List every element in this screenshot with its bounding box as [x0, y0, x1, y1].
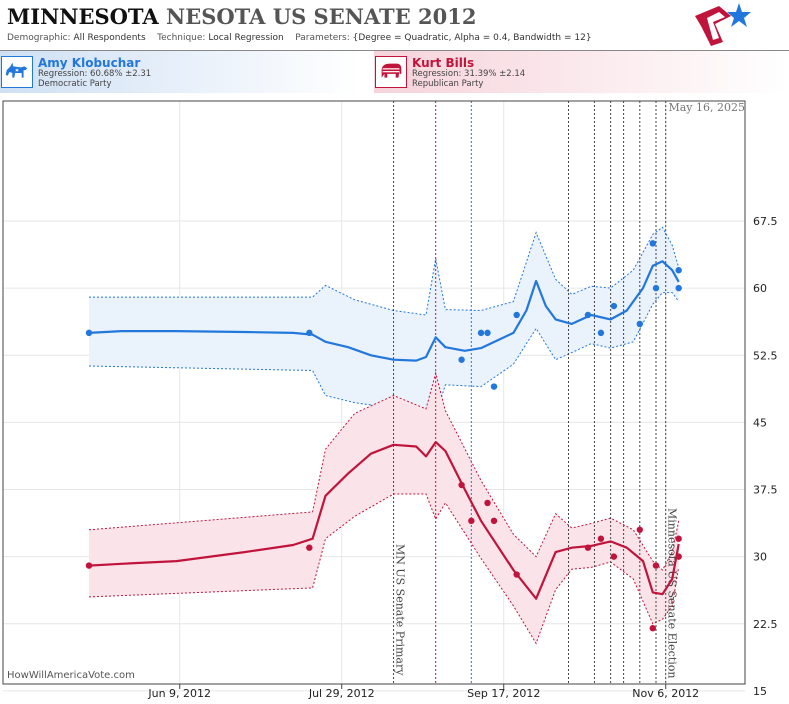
parameters-value: {Degree = Quadratic, Alpha = 0.4, Bandwi…: [352, 33, 592, 43]
candidate-dem-regression: Regression: 60.68% ±2.31: [38, 69, 152, 79]
candidate-dem-name: Amy Klobuchar: [38, 56, 141, 70]
demographic-value: All Respondents: [73, 33, 146, 43]
y-tick-label: 22.5: [753, 618, 778, 631]
event-lines: MN US Senate Primary Minnesota US Senate …: [393, 101, 679, 684]
plot-frame: [2, 100, 746, 685]
demographic-label: Demographic:: [7, 33, 71, 43]
rep-poll-point[interactable]: [458, 481, 465, 489]
rep-poll-point[interactable]: [306, 544, 313, 551]
rep-poll-point[interactable]: [468, 517, 475, 525]
dem-confidence-band: [89, 227, 679, 416]
rep-poll-point[interactable]: [610, 553, 618, 560]
dem-poll-point[interactable]: [513, 311, 520, 319]
rep-poll-point[interactable]: [597, 535, 605, 542]
dem-poll-point[interactable]: [484, 329, 491, 337]
dem-poll-point[interactable]: [675, 284, 682, 292]
donkey-icon: [1, 56, 33, 88]
rep-poll-point[interactable]: [484, 499, 491, 507]
title-main: MINNESOTA: [7, 4, 159, 29]
rep-trend-line: [88, 441, 680, 600]
poll-points: [85, 240, 682, 632]
chart-axes: Jun 9, 2012 Jul 29, 2012 Sep 17, 2012 Nov 6…: [2, 100, 778, 700]
dem-poll-point[interactable]: [649, 240, 656, 247]
event-label: MN US Senate Primary: [394, 544, 407, 676]
dem-poll-point[interactable]: [458, 356, 465, 363]
rep-poll-point[interactable]: [584, 544, 592, 551]
rep-poll-point[interactable]: [652, 562, 660, 569]
x-tick-label: Jul 29, 2012: [308, 687, 375, 700]
title-sub: NESOTA US SENATE 2012: [166, 4, 477, 29]
dem-poll-point[interactable]: [610, 302, 618, 310]
x-tick-label: Sep 17, 2012: [467, 687, 540, 700]
chart-date: May 16, 2025: [668, 101, 745, 114]
y-tick-label: 30: [753, 551, 767, 564]
technique-label: Technique:: [157, 33, 206, 43]
rep-poll-point[interactable]: [675, 553, 682, 560]
elephant-icon: [375, 56, 407, 88]
dem-lower-bound: [88, 292, 680, 416]
rep-poll-point[interactable]: [490, 517, 498, 525]
dem-poll-point[interactable]: [584, 311, 592, 319]
y-tick-label: 15: [753, 685, 767, 698]
candidate-dem[interactable]: Amy Klobuchar Regression: 60.68% ±2.31 D…: [0, 51, 360, 93]
chart: MN US Senate Primary Minnesota US Senate …: [0, 94, 789, 704]
candidate-dem-party: Democratic Party: [38, 79, 112, 89]
y-tick-label: 67.5: [753, 215, 778, 228]
candidate-rep-party: Republican Party: [412, 79, 484, 89]
y-tick-label: 45: [753, 416, 767, 429]
chart-credit: HowWillAmericaVote.com: [7, 670, 135, 681]
site-logo-icon[interactable]: [693, 2, 751, 48]
event-label: Minnesota US Senate Election: [666, 508, 679, 678]
technique-value: Local Regression: [208, 33, 284, 43]
y-tick-label: 52.5: [753, 349, 778, 362]
dem-poll-point[interactable]: [85, 329, 93, 337]
dem-poll-point[interactable]: [675, 267, 682, 274]
candidate-rep-regression: Regression: 31.39% ±2.14: [412, 69, 526, 79]
rep-upper-bound: [88, 371, 680, 571]
dem-poll-point[interactable]: [636, 320, 643, 328]
dem-poll-point[interactable]: [652, 284, 660, 292]
dem-poll-point[interactable]: [597, 329, 605, 337]
dem-poll-point[interactable]: [477, 329, 485, 337]
y-tick-label: 37.5: [753, 484, 778, 497]
rep-poll-point[interactable]: [85, 562, 93, 569]
page-title: MINNESOTA NESOTA US SENATE 2012: [7, 4, 476, 29]
dem-poll-point[interactable]: [490, 383, 498, 390]
rep-poll-point[interactable]: [675, 535, 682, 542]
rep-poll-point[interactable]: [636, 526, 643, 533]
rep-lower-bound: [88, 493, 680, 645]
rep-poll-point[interactable]: [649, 625, 656, 632]
confidence-bands: [88, 226, 680, 645]
dem-upper-bound: [89, 226, 680, 316]
x-tick-label: Jun 9, 2012: [147, 687, 211, 700]
candidate-bar: Amy Klobuchar Regression: 60.68% ±2.31 D…: [0, 51, 789, 93]
parameters-line: Demographic: All Respondents Technique: …: [7, 33, 592, 43]
page-header: MINNESOTA NESOTA US SENATE 2012 Demograp…: [0, 0, 789, 51]
candidate-rep-name: Kurt Bills: [412, 56, 475, 70]
dem-poll-point[interactable]: [306, 329, 313, 337]
rep-confidence-band: [89, 373, 679, 644]
x-tick-label: Nov 6, 2012: [632, 687, 699, 700]
parameters-label: Parameters:: [295, 33, 350, 43]
rep-poll-point[interactable]: [513, 571, 520, 578]
candidate-rep[interactable]: Kurt Bills Regression: 31.39% ±2.14 Repu…: [374, 51, 789, 93]
y-tick-label: 60: [753, 282, 767, 295]
